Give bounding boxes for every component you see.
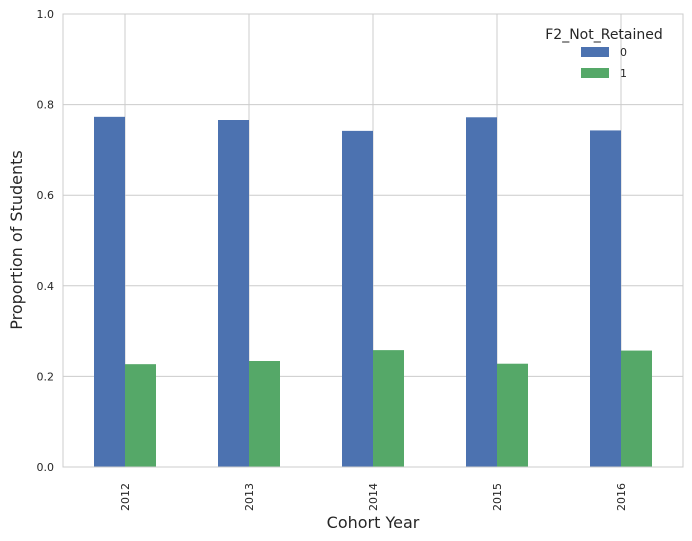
bar-series-1-2016 [621, 350, 652, 467]
bar-series-0-2015 [466, 117, 497, 467]
x-tick-label: 2012 [119, 483, 132, 511]
y-tick-label: 0.2 [37, 370, 55, 383]
x-tick-label: 2014 [367, 483, 380, 511]
y-tick-label: 0.4 [37, 280, 55, 293]
x-axis-title: Cohort Year [327, 513, 420, 532]
bar-series-1-2015 [497, 363, 528, 467]
y-axis-title: Proportion of Students [7, 150, 26, 329]
x-tick-label: 2013 [243, 483, 256, 511]
bar-series-0-2013 [218, 120, 249, 467]
plot-frame [62, 13, 684, 468]
bar-series-1-2014 [373, 350, 404, 467]
bar-series-1-2012 [125, 364, 156, 467]
x-tick-labels: 2012 2013 2014 2015 2016 [119, 483, 628, 511]
legend-label-0: 0 [620, 46, 627, 59]
bars [94, 116, 652, 468]
legend: F2_Not_Retained 0 1 [545, 27, 663, 80]
bar-series-0-2012 [94, 116, 125, 468]
bar-series-0-2014 [342, 130, 373, 467]
legend-swatch-0 [581, 47, 609, 57]
y-tick-labels: 0.0 0.2 0.4 0.6 0.8 1.0 [37, 8, 55, 474]
bar-series-1-2013 [249, 360, 280, 467]
x-tick-label: 2015 [491, 483, 504, 511]
y-tick-label: 0.8 [37, 99, 55, 112]
y-tick-label: 1.0 [37, 8, 55, 21]
legend-label-1: 1 [620, 67, 627, 80]
x-tick-label: 2016 [615, 483, 628, 511]
legend-swatch-1 [581, 68, 609, 78]
legend-title: F2_Not_Retained [545, 27, 663, 43]
y-tick-label: 0.6 [37, 189, 55, 202]
bar-series-0-2016 [590, 130, 621, 467]
y-tick-label: 0.0 [37, 461, 55, 474]
